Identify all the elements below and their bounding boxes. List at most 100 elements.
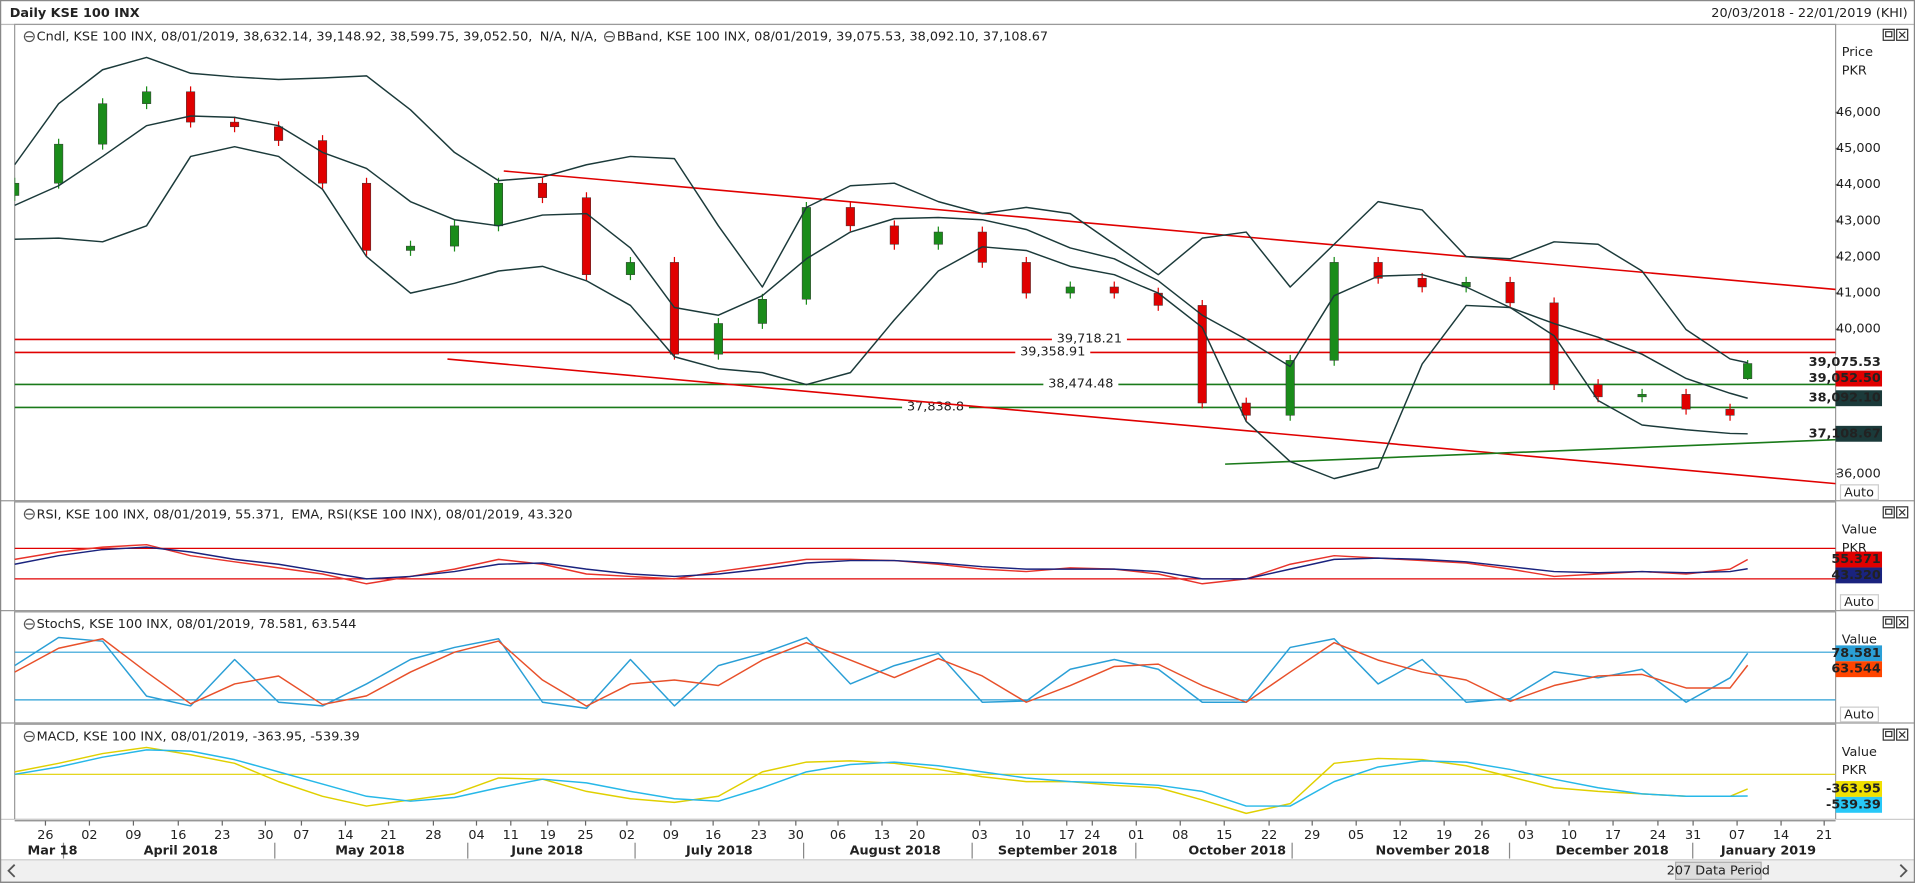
candle-body <box>1593 384 1603 398</box>
x-tick-label: 07 <box>293 828 309 843</box>
candle-body <box>581 197 591 275</box>
candle-body <box>1241 402 1251 416</box>
x-tick-label: 30 <box>788 828 804 843</box>
x-tick-label: 07 <box>1729 828 1745 843</box>
series-line <box>14 746 1748 815</box>
candle-body <box>1109 286 1119 294</box>
panel-button[interactable] <box>1882 616 1895 629</box>
trend-line <box>503 170 1836 291</box>
plot-area <box>14 746 1836 815</box>
y-tick-label: 44,000 <box>1836 177 1881 192</box>
x-tick-label: 02 <box>619 828 635 843</box>
x-tick-label: 11 <box>503 828 519 843</box>
value-box-label: -539.39 <box>1826 797 1881 812</box>
x-tick-label: 09 <box>663 828 679 843</box>
candle-body <box>625 262 635 275</box>
x-tick-label: 31 <box>1685 828 1701 843</box>
candle-body <box>1065 286 1075 294</box>
x-tick-label: 24 <box>1084 828 1100 843</box>
auto-box <box>1839 706 1879 723</box>
y-tick-label: 40,000 <box>1836 322 1881 337</box>
period-label: 207 Data Period <box>1667 863 1770 878</box>
panel-button-glyph <box>1898 618 1906 626</box>
panel <box>14 23 1837 502</box>
annotation-label-bg <box>902 399 969 415</box>
panel-button[interactable] <box>1882 506 1895 519</box>
panel-button-glyph <box>1885 508 1893 515</box>
value-box <box>1835 370 1883 387</box>
candle-body <box>405 245 416 251</box>
candle-body <box>1681 394 1691 410</box>
axis-unit: PKR <box>1842 763 1867 778</box>
value-box-label: 38,092.10 <box>1809 391 1881 406</box>
trend-line <box>447 358 1836 485</box>
x-tick-label: 26 <box>1474 828 1490 843</box>
series-line <box>14 636 1749 710</box>
y-tick-label: 45,000 <box>1836 141 1881 156</box>
candle-body <box>1329 262 1339 361</box>
x-tick-label: 03 <box>972 828 988 843</box>
scroll-arrow[interactable] <box>1899 864 1908 878</box>
x-tick-label: 12 <box>1392 828 1408 843</box>
x-tick-label: 08 <box>1172 828 1188 843</box>
candle-body <box>1021 262 1031 294</box>
candle-body <box>757 299 767 324</box>
month-label: April 2018 <box>144 844 218 859</box>
panel-button-glyph <box>1898 508 1906 516</box>
plot-area <box>14 636 1836 710</box>
month-label: Mar 18 <box>28 844 78 859</box>
x-tick-label: 29 <box>1304 828 1320 843</box>
axis-unit: Value <box>1842 523 1877 538</box>
x-tick-label: 10 <box>1561 828 1577 843</box>
x-tick-label: 03 <box>1518 828 1534 843</box>
x-tick-label: 15 <box>1216 828 1232 843</box>
x-tick-label: 26 <box>37 828 53 843</box>
panel-button-glyph <box>1898 31 1906 39</box>
x-tick-label: 04 <box>468 828 484 843</box>
x-tick-label: 25 <box>577 828 593 843</box>
legend-entry: RSI, KSE 100 INX, 08/01/2019, 55.371, <box>37 507 284 522</box>
panel-button-glyph <box>1885 618 1893 625</box>
series-line <box>14 56 1748 364</box>
x-tick-label: 22 <box>1261 828 1277 843</box>
x-tick-label: 24 <box>1650 828 1666 843</box>
month-label: August 2018 <box>850 844 941 859</box>
y-tick-label: 36,000 <box>1836 466 1881 481</box>
plot-area <box>14 543 1836 585</box>
date-range: 20/03/2018 - 22/01/2019 (KHI) <box>1711 6 1907 21</box>
value-box <box>1835 567 1883 584</box>
candle-body <box>274 126 284 141</box>
legend-entry: BBand, KSE 100 INX, 08/01/2019, 39,075.5… <box>617 30 1048 45</box>
y-tick-label: 43,000 <box>1836 213 1881 228</box>
axis-unit: PKR <box>1842 63 1867 78</box>
series-line <box>14 546 1748 580</box>
candle-body <box>1285 360 1295 416</box>
candle-body <box>933 231 943 245</box>
panel-button[interactable] <box>1882 728 1895 741</box>
month-label: July 2018 <box>685 844 753 859</box>
panel <box>14 501 1837 612</box>
candle-body <box>845 207 855 227</box>
header-bar <box>0 0 1915 26</box>
panel <box>14 611 1837 724</box>
x-tick-label: 19 <box>540 828 556 843</box>
value-box-label: 78.581 <box>1831 646 1881 661</box>
x-tick-label: 28 <box>425 828 441 843</box>
x-tick-label: 21 <box>380 828 396 843</box>
annotation-label: 39,718.21 <box>1057 331 1122 346</box>
panel-button[interactable] <box>1882 28 1895 41</box>
candle-body <box>449 225 460 247</box>
legend-entry: Cndl, KSE 100 INX, 08/01/2019, 38,632.14… <box>37 30 533 45</box>
legend-entry: StochS, KSE 100 INX, 08/01/2019, 78.581,… <box>37 617 357 632</box>
scroll-arrow[interactable] <box>7 864 16 878</box>
x-tick-label: 10 <box>1015 828 1031 843</box>
scroll-thumb[interactable] <box>1675 861 1762 880</box>
annotation-label-bg <box>1015 344 1091 360</box>
auto-box <box>1839 484 1879 501</box>
candle-body <box>1417 278 1427 288</box>
candle-body <box>889 225 899 245</box>
value-box-label: -363.95 <box>1826 781 1881 796</box>
